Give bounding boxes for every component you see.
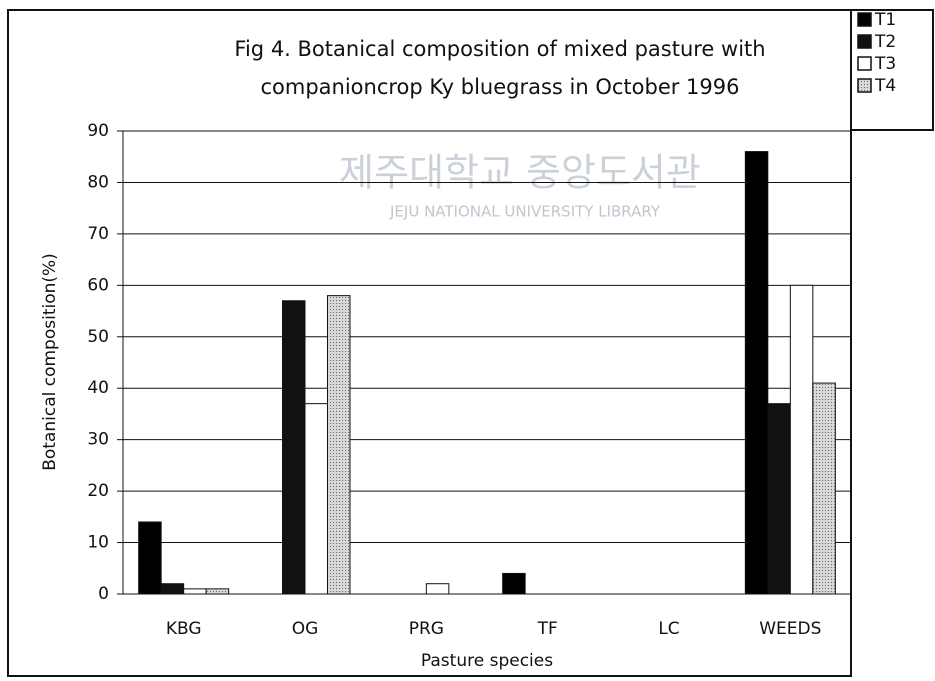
y-tick-label: 20 [87,481,109,501]
bar [205,588,230,595]
watermark: 제주대학교 중앙도서관 [339,151,701,195]
legend-swatch [857,56,872,71]
y-tick-label: 10 [87,533,109,553]
chart-subtitle: companioncrop Ky bluegrass in October 19… [260,75,739,99]
bar [502,572,526,595]
legend-label: T4 [874,76,896,96]
x-tick-label: OG [292,619,319,639]
y-tick-label: 40 [87,378,109,398]
bar [304,403,328,595]
bar [789,284,814,595]
watermark-sub: JEJU NATIONAL UNIVERSITY LIBRARY [389,203,661,221]
x-tick-label: KBG [166,619,202,639]
chart-title: Fig 4. Botanical composition of mixed pa… [234,37,765,61]
bar [138,521,162,595]
y-tick-label: 60 [87,275,109,295]
x-tick-label: WEEDS [759,619,821,639]
bar [425,583,450,595]
y-axis-label: Botanical composition(%) [40,253,60,471]
bar [812,382,836,595]
y-tick-label: 30 [87,430,109,450]
legend-label: T1 [874,10,896,30]
legend-label: T3 [874,54,896,74]
bar [160,583,185,595]
y-tick-label: 80 [87,172,109,192]
y-tick-label: 70 [87,224,109,244]
legend-swatch [857,78,872,93]
bar [183,588,207,595]
legend-label: T2 [874,32,896,52]
x-tick-label: LC [658,619,679,639]
x-axis-label: Pasture species [421,651,553,671]
y-tick-label: 90 [87,121,109,141]
bar [282,300,306,595]
bar [744,151,769,595]
bar [327,295,351,595]
chart-frame [7,9,852,677]
legend-swatch [857,12,872,27]
y-tick-label: 50 [87,327,109,347]
y-tick-label: 0 [98,584,109,604]
bar [767,403,791,595]
x-tick-label: TF [537,619,558,639]
x-tick-label: PRG [409,619,444,639]
legend-swatch [857,34,872,49]
